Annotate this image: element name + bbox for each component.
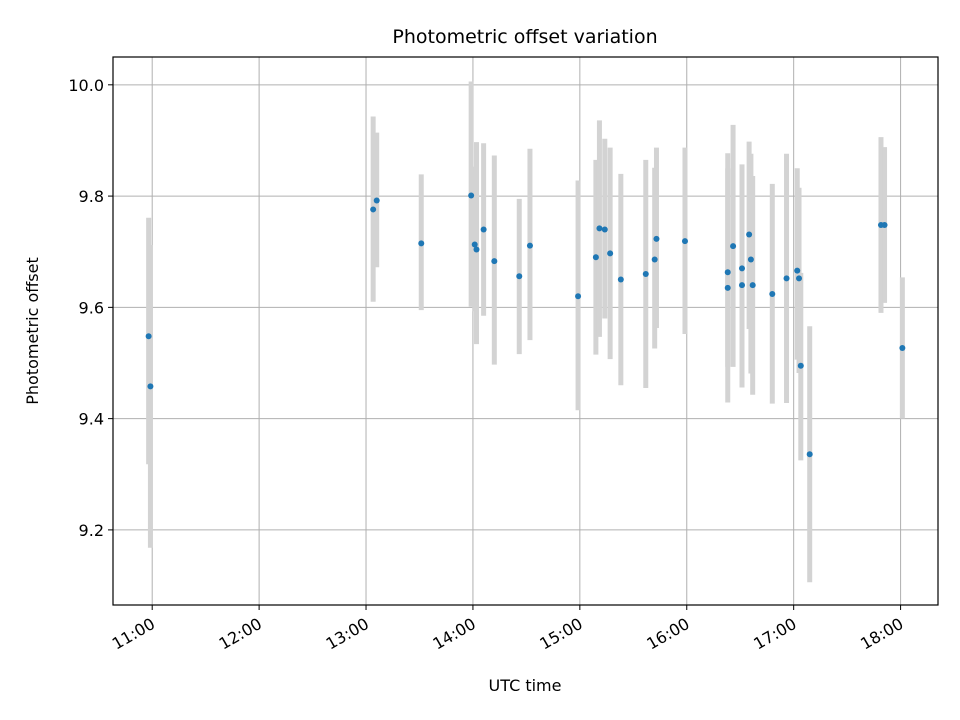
data-point <box>617 276 624 283</box>
data-point <box>749 282 756 289</box>
y-tick-label: 9.8 <box>79 187 104 206</box>
data-point <box>747 256 754 263</box>
data-point <box>783 275 790 282</box>
data-point <box>596 225 603 232</box>
data-point <box>681 238 688 245</box>
data-point <box>607 250 614 257</box>
x-axis-label: UTC time <box>489 676 562 695</box>
data-point <box>491 258 498 265</box>
data-point <box>797 362 804 369</box>
plot-frame <box>112 56 939 606</box>
y-tick-label: 9.6 <box>79 298 104 317</box>
data-point <box>473 246 480 253</box>
y-axis-ticks: 9.2 9.4 9.6 9.8 10.0 <box>68 76 113 540</box>
chart-title: Photometric offset variation <box>392 26 657 48</box>
data-point <box>651 256 658 263</box>
data-point <box>418 240 425 247</box>
data-point <box>881 222 888 229</box>
data-point <box>796 275 803 282</box>
data-point <box>738 265 745 272</box>
data-point <box>724 284 731 291</box>
data-point <box>480 226 487 233</box>
data-points <box>145 192 906 458</box>
data-point <box>653 235 660 242</box>
data-point <box>145 333 152 340</box>
y-axis-label: Photometric offset <box>23 257 42 405</box>
data-point <box>147 383 154 390</box>
data-point <box>642 270 649 277</box>
data-point <box>468 192 475 199</box>
data-point <box>724 269 731 276</box>
data-point <box>794 267 801 274</box>
data-point <box>730 243 737 250</box>
data-point <box>516 273 523 280</box>
data-point <box>526 242 533 249</box>
y-tick-label: 9.4 <box>79 410 104 429</box>
data-point <box>370 206 377 213</box>
data-point <box>769 291 776 298</box>
data-point <box>746 231 753 238</box>
y-tick-label: 10.0 <box>68 76 104 95</box>
data-point <box>899 344 906 351</box>
data-point <box>738 282 745 289</box>
data-point <box>471 241 478 248</box>
data-point <box>592 254 599 261</box>
data-point <box>601 226 608 233</box>
data-point <box>373 197 380 204</box>
data-point <box>575 293 582 300</box>
data-point <box>806 451 813 458</box>
y-tick-label: 9.2 <box>79 521 104 540</box>
